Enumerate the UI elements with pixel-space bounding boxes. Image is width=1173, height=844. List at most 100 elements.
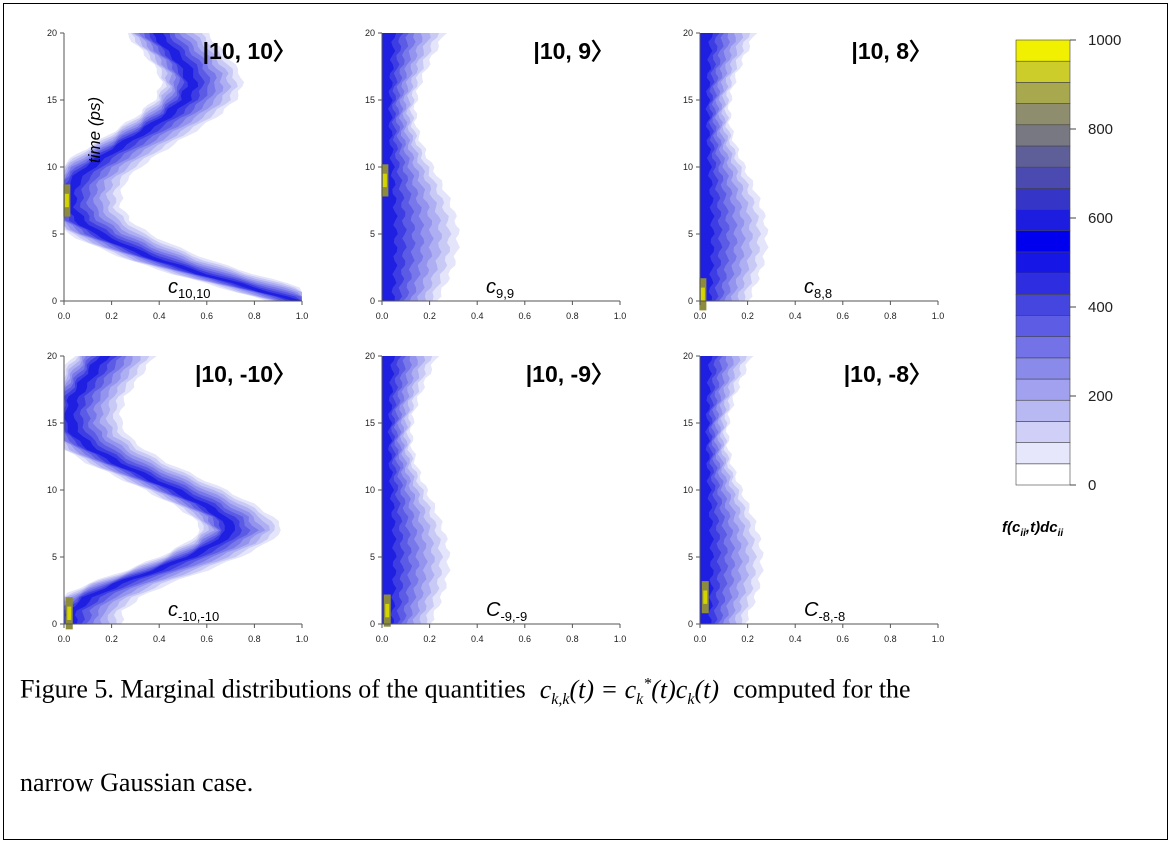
y-tick-label: 10 xyxy=(365,162,375,172)
colorbar-segment xyxy=(1015,39,1071,62)
state-label: |10, 9〉 xyxy=(533,38,614,64)
colorbar-segment xyxy=(1015,188,1071,210)
density-band-4 xyxy=(64,33,302,301)
y-tick-label: 0 xyxy=(688,619,693,629)
x-tick-label: 0.8 xyxy=(884,634,897,644)
y-tick-label: 5 xyxy=(688,552,693,562)
x-tick-label: 0.2 xyxy=(741,311,754,321)
colorbar-segment xyxy=(1015,421,1071,443)
coefficient-label: c-10,-10 xyxy=(168,599,219,624)
x-tick-label: 0.8 xyxy=(566,634,579,644)
y-tick-label: 15 xyxy=(683,95,693,105)
panel-6: 0.0 0.2 0.4 0.6 0.8 1.0 0 5 10 15 20 |10, -8〉 C-8,-8 xyxy=(683,351,944,644)
panel-4: 0.0 0.2 0.4 0.6 0.8 1.0 0 5 10 15 20 |10, -10〉 c-10,… xyxy=(47,351,308,644)
x-tick-label: 0.2 xyxy=(423,634,436,644)
colorbar-segment xyxy=(1015,209,1071,232)
x-tick-label: 0.0 xyxy=(694,311,707,321)
y-tick-label: 0 xyxy=(370,296,375,306)
y-tick-label: 20 xyxy=(47,351,57,361)
caption-line-2: narrow Gaussian case. xyxy=(20,768,254,797)
colorbar-tick-label: 400 xyxy=(1088,299,1113,316)
y-tick-label: 0 xyxy=(688,296,693,306)
x-tick-label: 0.6 xyxy=(837,311,850,321)
coefficient-label: c8,8 xyxy=(804,276,832,301)
density-peak-core xyxy=(64,193,69,208)
y-tick-label: 15 xyxy=(365,95,375,105)
density-band-8 xyxy=(700,356,714,624)
x-tick-label: 0.8 xyxy=(248,634,261,644)
y-tick-label: 5 xyxy=(370,552,375,562)
x-tick-label: 0.4 xyxy=(471,634,484,644)
y-tick-label: 10 xyxy=(683,162,693,172)
density-band-8 xyxy=(700,33,715,301)
colorbar-segment xyxy=(1015,124,1071,147)
x-tick-label: 1.0 xyxy=(296,634,309,644)
colorbar-segment xyxy=(1015,378,1071,401)
state-label: |10, -9〉 xyxy=(526,361,614,387)
x-tick-label: 0.6 xyxy=(519,634,532,644)
colorbar-segment xyxy=(1015,272,1071,295)
x-tick-label: 0.0 xyxy=(376,634,389,644)
coefficient-label: C-8,-8 xyxy=(804,599,845,624)
x-tick-label: 0.4 xyxy=(153,311,166,321)
colorbar-label: f(cii,t)dcii xyxy=(1002,519,1063,539)
density-peak-core xyxy=(703,590,708,604)
density-band-6 xyxy=(64,356,251,624)
caption-equation: ck,k(t) = ck*(t)ck(t) xyxy=(539,674,719,708)
y-tick-label: 0 xyxy=(370,619,375,629)
density-peak-core xyxy=(700,287,705,301)
y-tick-label: 15 xyxy=(47,418,57,428)
colorbar: 0 200 400 600 800 1000 f(cii,t)dcii xyxy=(1002,32,1121,539)
y-tick-label: 5 xyxy=(688,229,693,239)
x-tick-label: 1.0 xyxy=(932,311,945,321)
colorbar-segment xyxy=(1015,103,1071,126)
y-tick-label: 10 xyxy=(47,485,57,495)
x-tick-label: 0.4 xyxy=(789,311,802,321)
y-axis-label: time (ps) xyxy=(85,97,104,163)
colorbar-tick-label: 800 xyxy=(1088,121,1113,138)
coefficient-label: C-9,-9 xyxy=(486,599,527,624)
x-tick-label: 0.4 xyxy=(471,311,484,321)
x-tick-label: 0.0 xyxy=(58,634,71,644)
x-tick-label: 0.2 xyxy=(105,311,118,321)
state-label: |10, 8〉 xyxy=(851,38,932,64)
x-tick-label: 1.0 xyxy=(296,311,309,321)
x-tick-label: 0.6 xyxy=(201,311,214,321)
y-tick-label: 0 xyxy=(52,296,57,306)
y-tick-label: 15 xyxy=(47,95,57,105)
colorbar-tick-label: 200 xyxy=(1088,388,1113,405)
density-band-7 xyxy=(64,33,302,301)
y-tick-label: 5 xyxy=(370,229,375,239)
y-tick-label: 20 xyxy=(683,28,693,38)
state-label: |10, -10〉 xyxy=(195,361,296,387)
y-tick-label: 10 xyxy=(683,485,693,495)
colorbar-segment xyxy=(1015,357,1071,380)
density-peak-core xyxy=(385,603,390,618)
colorbar-tick-label: 600 xyxy=(1088,210,1113,227)
y-tick-label: 15 xyxy=(365,418,375,428)
panel-3: 0.0 0.2 0.4 0.6 0.8 1.0 0 5 10 15 20 |10, 8〉 c8,8 xyxy=(683,28,944,321)
coefficient-label: c10,10 xyxy=(168,276,211,301)
colorbar-segment xyxy=(1015,230,1071,253)
caption-prefix: Figure 5. Marginal distributions of the … xyxy=(20,674,526,704)
x-tick-label: 0.0 xyxy=(694,634,707,644)
density-band-8 xyxy=(382,33,398,301)
density-band-8 xyxy=(64,356,235,624)
x-tick-label: 0.4 xyxy=(789,634,802,644)
colorbar-segment xyxy=(1015,399,1071,422)
x-tick-label: 0.6 xyxy=(837,634,850,644)
colorbar-segment xyxy=(1015,463,1071,486)
x-tick-label: 0.2 xyxy=(741,634,754,644)
y-tick-label: 5 xyxy=(52,229,57,239)
colorbar-segment xyxy=(1015,82,1071,104)
colorbar-tick-label: 0 xyxy=(1088,477,1096,494)
panel-2: 0.0 0.2 0.4 0.6 0.8 1.0 0 5 10 15 20 |10, 9〉 c9,9 xyxy=(365,28,626,321)
y-tick-label: 0 xyxy=(52,619,57,629)
x-tick-label: 0.2 xyxy=(105,634,118,644)
colorbar-segment xyxy=(1015,442,1071,465)
colorbar-tick-label: 1000 xyxy=(1088,32,1121,49)
x-tick-label: 0.4 xyxy=(153,634,166,644)
x-tick-label: 0.8 xyxy=(884,311,897,321)
y-tick-label: 10 xyxy=(365,485,375,495)
density-band-7 xyxy=(64,356,242,624)
